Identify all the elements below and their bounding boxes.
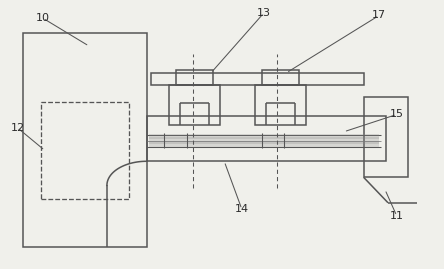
- Bar: [255, 85, 306, 125]
- Text: 12: 12: [11, 123, 24, 133]
- Text: 15: 15: [390, 109, 404, 119]
- Bar: [23, 33, 147, 247]
- Text: 11: 11: [390, 211, 404, 221]
- Text: 13: 13: [257, 8, 271, 18]
- Bar: [147, 116, 386, 161]
- Text: 10: 10: [36, 13, 50, 23]
- Bar: [262, 70, 299, 85]
- Bar: [151, 73, 364, 85]
- Bar: [40, 102, 129, 199]
- Text: 14: 14: [235, 204, 249, 214]
- Text: 17: 17: [372, 10, 386, 20]
- Bar: [175, 70, 213, 85]
- Bar: [364, 97, 408, 177]
- Bar: [169, 85, 220, 125]
